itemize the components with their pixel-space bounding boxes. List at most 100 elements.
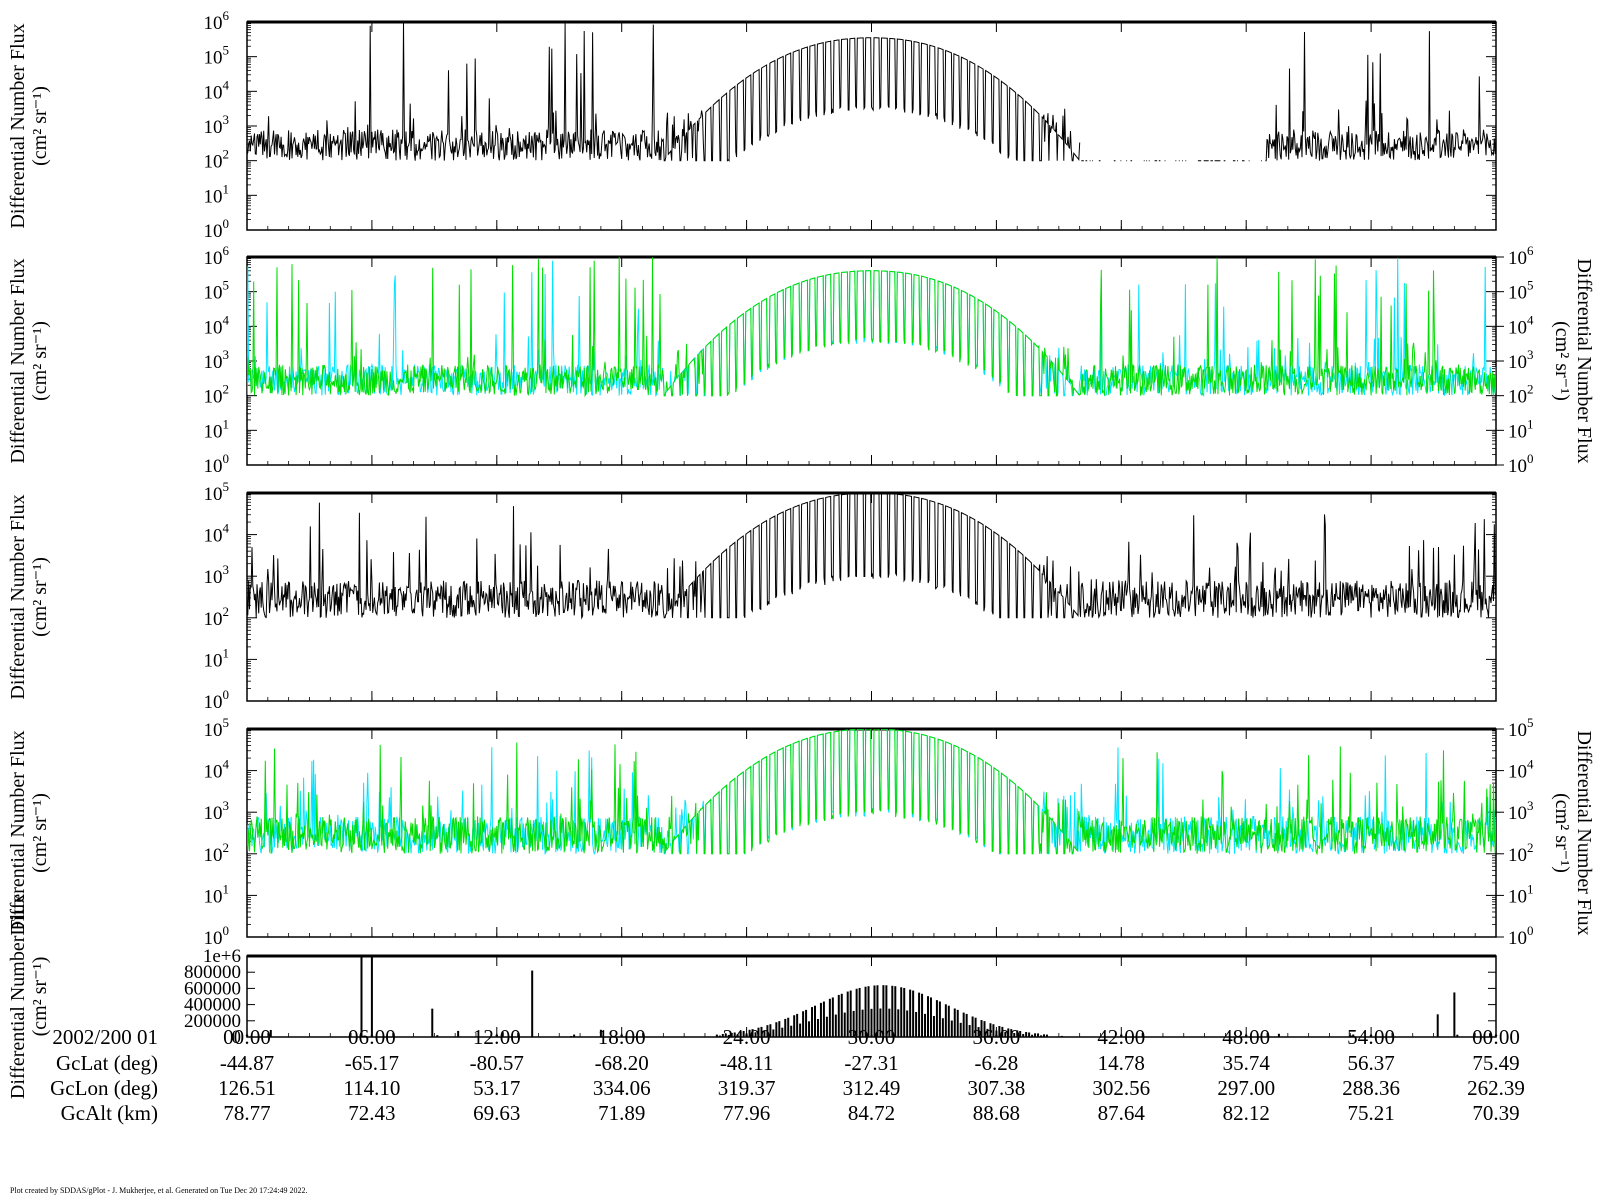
data-bar (736, 1034, 739, 1037)
data-bar (760, 1026, 763, 1037)
data-bar (834, 1014, 837, 1037)
data-bar (781, 1027, 784, 1037)
x-axis-row-value: 06:00 (348, 1025, 396, 1049)
footer-credit: Plot created by SDDAS/gPlot - J. Mukherj… (10, 1186, 308, 1195)
data-bar (269, 1029, 272, 1037)
y-tick-label: 103 (1508, 798, 1534, 824)
y-tick-label: 101 (204, 881, 230, 907)
data-bar (805, 1009, 808, 1037)
panel-frame (246, 492, 1497, 702)
data-bar (775, 1022, 778, 1037)
data-bar (1060, 1035, 1063, 1037)
x-axis-row-value: 36:00 (972, 1025, 1020, 1049)
y-tick-label: 102 (1508, 840, 1534, 866)
data-bar (962, 1012, 965, 1037)
y-tick-label: 104 (204, 77, 230, 103)
y-tick-label: 105 (1508, 715, 1534, 741)
y-tick-label: 101 (204, 416, 230, 442)
data-bar (724, 1033, 727, 1037)
data-bar (790, 1025, 793, 1037)
x-axis-row-value: 88.68 (973, 1101, 1020, 1125)
data-bar (757, 1027, 760, 1037)
x-axis-row-value: 288.36 (1342, 1076, 1400, 1100)
data-bar (944, 1004, 947, 1037)
data-bar (1031, 1034, 1034, 1037)
data-bar (870, 1008, 873, 1037)
data-bar (915, 1012, 918, 1037)
data-bar (1352, 1034, 1355, 1037)
data-bar (995, 1030, 998, 1037)
x-axis-row-value: 75.21 (1347, 1101, 1394, 1125)
data-bar (828, 998, 831, 1037)
data-bar (531, 970, 534, 1037)
x-axis-row-value: 312.49 (843, 1076, 901, 1100)
series-line-green (247, 257, 1496, 398)
y-tick-label: 104 (1508, 312, 1534, 338)
data-bar (1028, 1032, 1031, 1037)
data-bar (825, 1016, 828, 1037)
y-tick-label: 103 (204, 347, 230, 373)
x-axis-row-value: 56.37 (1347, 1051, 1394, 1075)
y-tick-label: 105 (204, 278, 230, 304)
data-bar (1022, 1033, 1025, 1037)
data-bar (370, 956, 373, 1037)
data-bar (754, 1032, 757, 1037)
x-axis-row-value: 14.78 (1098, 1051, 1145, 1075)
series-line-black (247, 493, 1496, 620)
data-bar (436, 1035, 439, 1037)
data-bar (843, 1012, 846, 1037)
y-tick-label: 102 (204, 147, 230, 173)
x-axis-row-value: -44.87 (220, 1051, 274, 1075)
data-bar (879, 1008, 882, 1037)
data-bar (787, 1017, 790, 1037)
y-tick-label: 101 (204, 645, 230, 671)
data-bar (935, 1000, 938, 1037)
y-tick-label: 102 (204, 840, 230, 866)
x-axis-row-3: GcLon (deg) 126.51 114.10 53.17 334.06 319.37… (50, 1076, 1525, 1100)
data-bar (891, 985, 894, 1037)
data-bar (1489, 1033, 1492, 1037)
y-tick-label: 101 (204, 181, 230, 207)
x-axis-row-value: 262.39 (1467, 1076, 1525, 1100)
x-axis-row-label: 2002/200 01 (52, 1025, 158, 1049)
data-bar (938, 1001, 941, 1037)
y-axis-units: (cm² sr⁻¹) (29, 793, 51, 873)
x-axis-row-value: 71.89 (598, 1101, 645, 1125)
y-tick-label: 104 (204, 757, 230, 783)
y-axis-units: (cm² sr⁻¹) (29, 321, 51, 401)
data-bar (742, 1030, 745, 1037)
y-tick-label: 105 (204, 715, 230, 741)
data-bar (1001, 1026, 1004, 1037)
data-bar (1019, 1030, 1022, 1037)
data-bar (909, 989, 912, 1037)
data-bar (950, 1020, 953, 1037)
data-bar (921, 993, 924, 1037)
data-bar (766, 1025, 769, 1037)
x-axis-row-value: 82.12 (1223, 1101, 1270, 1125)
data-bar (772, 1029, 775, 1037)
data-bar (1037, 1033, 1040, 1037)
data-bar (769, 1024, 772, 1037)
x-axis-row-label: GcAlt (km) (61, 1101, 158, 1125)
data-bar (811, 1007, 814, 1037)
data-bar (1453, 992, 1456, 1037)
data-bar (888, 1008, 891, 1037)
y-axis-title: Differential Number Flux (7, 730, 29, 935)
x-axis-row-value: 54:00 (1347, 1025, 1395, 1049)
y-tick-label: 600000 (184, 978, 241, 999)
panel-1: 100 101 102 103 104 105 106 Differential Number… (7, 8, 1497, 242)
y-tick-label: 101 (1508, 881, 1534, 907)
data-bar (918, 992, 921, 1037)
x-axis-row-value: 126.51 (218, 1076, 276, 1100)
data-bar (457, 1030, 460, 1037)
data-bar (929, 997, 932, 1037)
y-tick-label: 400000 (184, 995, 241, 1016)
x-axis-row-label: GcLon (deg) (50, 1076, 158, 1100)
x-axis-row-value: 78.77 (223, 1101, 270, 1125)
x-axis-row-label: GcLat (deg) (56, 1051, 158, 1075)
data-bar (876, 985, 879, 1037)
x-axis-row-value: 30:00 (848, 1025, 896, 1049)
data-bar (974, 1017, 977, 1037)
data-bar (956, 1009, 959, 1037)
